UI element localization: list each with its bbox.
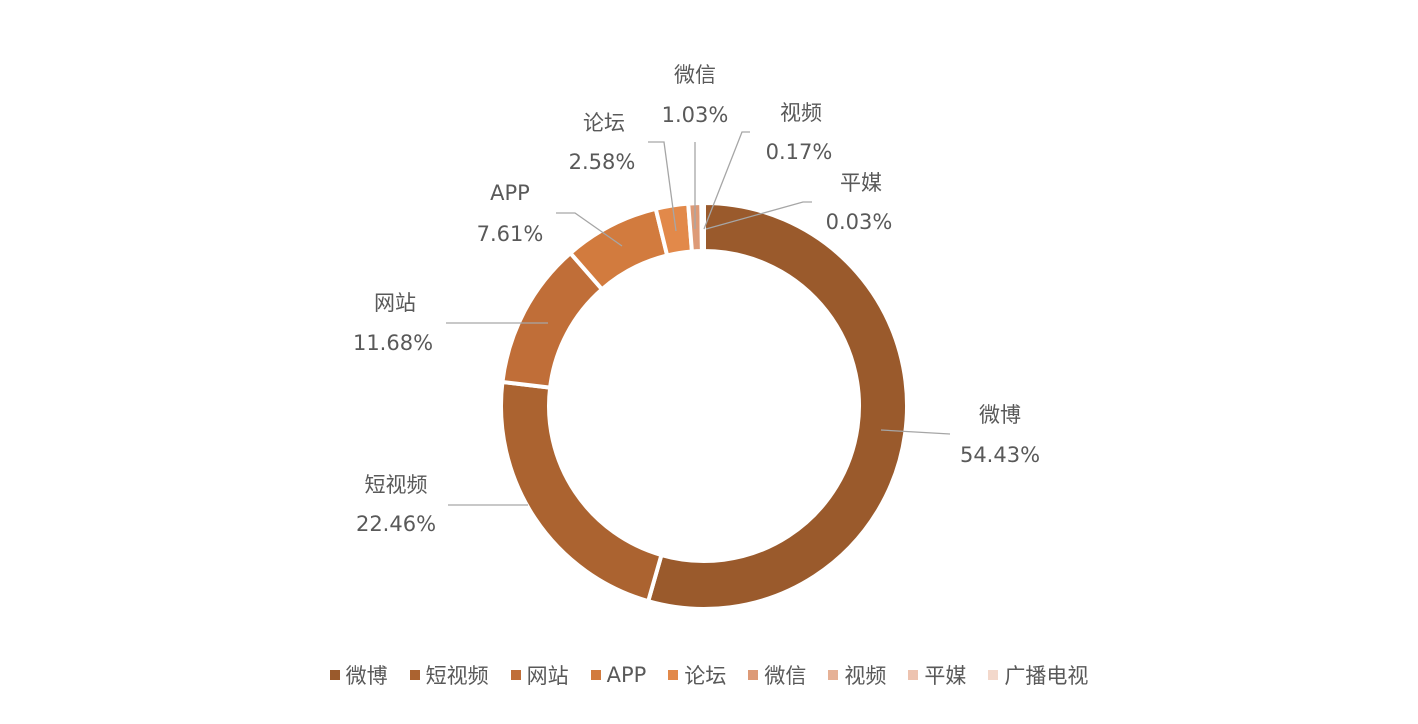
legend-swatch-3 [590,670,601,680]
slices-group [499,200,909,611]
data-label-category-2: 网站 [374,291,416,315]
legend: 微博 短视频 网站 APP 论坛 微信 视频 平媒 广播电视 [0,660,1418,690]
data-label-category-1: 短视频 [365,473,428,497]
legend-item-5: 微信 [748,660,806,690]
legend-item-0: 微博 [329,660,388,690]
leader-line-0 [880,429,951,435]
legend-item-6: 视频 [828,660,886,690]
legend-swatch-4 [668,670,679,680]
data-label-category-0: 微博 [979,403,1021,427]
data-label-category-6: 视频 [780,101,822,125]
data-label-category-4: 论坛 [583,111,625,135]
leader-line-6 [703,131,750,230]
legend-label-6: 视频 [844,664,887,688]
legend-item-1: 短视频 [409,660,489,690]
legend-swatch-6 [828,670,839,680]
data-labels-group: 微博 54.43% 短视频 22.46% 网站 11.68% APP 7.61% 论坛 2.58%… [353,63,1040,536]
data-label-value-2: 11.68% [353,331,433,355]
legend-label-2: 网站 [526,664,569,688]
legend-swatch-1 [409,670,420,680]
data-label-category-5: 微信 [674,63,716,87]
slice-1 [499,379,664,604]
legend-swatch-0 [329,670,340,680]
data-label-value-4: 2.58% [569,150,636,174]
legend-item-8: 广播电视 [988,660,1088,690]
leader-line-7 [705,201,812,230]
data-label-value-5: 1.03% [662,103,729,127]
legend-swatch-2 [510,670,521,680]
legend-label-5: 微信 [764,664,807,688]
legend-label-7: 平媒 [924,664,967,688]
slice-0 [645,200,909,611]
legend-item-2: 网站 [510,660,569,690]
legend-swatch-5 [748,670,759,680]
data-label-value-1: 22.46% [356,512,436,536]
legend-swatch-8 [988,670,999,680]
data-label-value-7: 0.03% [826,210,893,234]
legend-item-3: APP [590,663,647,687]
legend-item-4: 论坛 [668,660,726,690]
legend-item-7: 平媒 [908,660,966,690]
data-label-category-7: 平媒 [840,171,882,195]
legend-label-1: 短视频 [425,664,489,688]
data-label-category-3: APP [490,181,530,205]
legend-swatch-7 [908,670,919,680]
leader-line-4 [648,141,677,232]
leader-line-3 [556,212,623,247]
data-label-value-6: 0.17% [766,140,833,164]
legend-label-3: APP [606,663,647,687]
data-label-value-0: 54.43% [960,443,1040,467]
data-label-value-3: 7.61% [477,222,544,246]
legend-label-0: 微博 [345,664,388,688]
legend-label-4: 论坛 [684,664,727,688]
legend-label-8: 广播电视 [1004,664,1089,688]
leader-lines-group [446,131,951,506]
